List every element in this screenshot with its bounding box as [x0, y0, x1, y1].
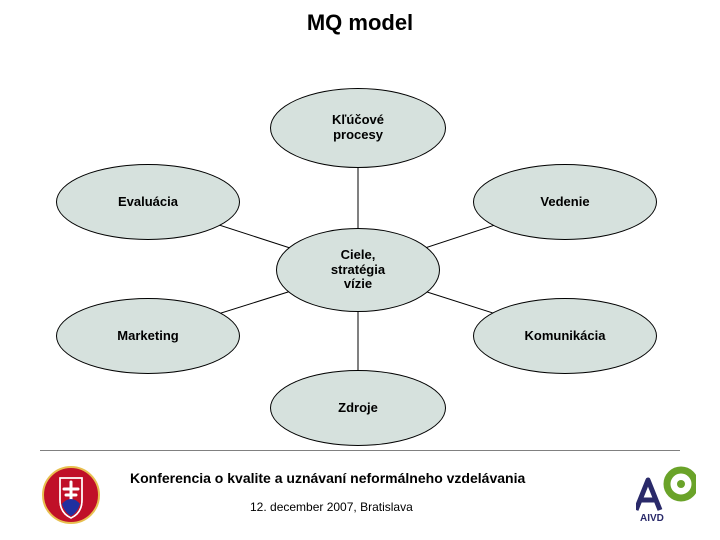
footer-heading: Konferencia o kvalite a uznávaní neformá… [130, 470, 525, 486]
diagram-node: Zdroje [270, 370, 446, 446]
logo-slovakia-coat-of-arms [42, 466, 100, 524]
footer-divider [40, 450, 680, 451]
diagram-center-node: Ciele, stratégia vízie [276, 228, 440, 312]
footer-subtitle: 12. december 2007, Bratislava [250, 500, 413, 514]
svg-text:AIVD: AIVD [640, 513, 664, 522]
diagram-node: Marketing [56, 298, 240, 374]
logo-aivd: AIVD [636, 466, 696, 522]
diagram-node: Evaluácia [56, 164, 240, 240]
diagram-node: Komunikácia [473, 298, 657, 374]
slide: MQ model Kľúčové procesyVedenieKomunikác… [0, 0, 720, 540]
diagram-node: Vedenie [473, 164, 657, 240]
diagram-node: Kľúčové procesy [270, 88, 446, 168]
